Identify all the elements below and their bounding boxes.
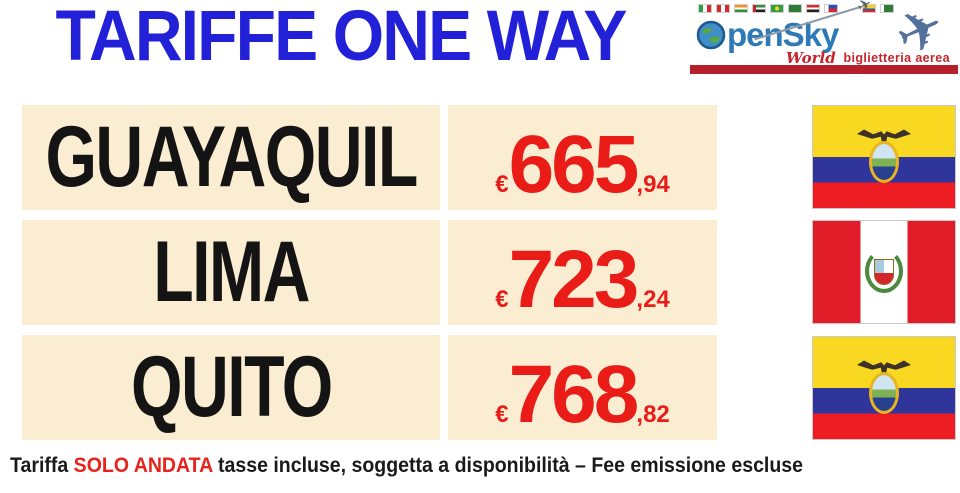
page-title: TARIFFE ONE WAY [55, 0, 627, 76]
destination-flag-peru [812, 220, 956, 324]
globe-icon [696, 20, 726, 50]
currency-symbol: € [495, 286, 509, 313]
fare-table: GUAYAQUIL €665,94 LIMA €723,24 QUITO €76… [22, 105, 717, 450]
brand-line: penSky [696, 16, 839, 54]
mini-flag [698, 4, 712, 13]
crest-icon [869, 371, 899, 414]
city-cell: QUITO [22, 335, 440, 440]
footer-suffix: tasse incluse, soggetta a disponibilità … [212, 454, 804, 477]
fare-row: QUITO €768,82 [22, 335, 717, 440]
price-decimals: ,94 [636, 171, 670, 198]
mini-flag [788, 4, 802, 13]
mini-flag [752, 4, 766, 13]
price-cell: €723,24 [448, 220, 717, 325]
price-decimals: ,24 [636, 286, 670, 313]
price-amount: 768 [508, 349, 640, 440]
city-label: LIMA [153, 224, 310, 320]
shield-icon [874, 258, 894, 285]
destination-flag-ecuador [812, 105, 956, 209]
fare-row: LIMA €723,24 [22, 220, 717, 325]
page-title-wrap: TARIFFE ONE WAY [28, 0, 653, 76]
price-cell: €768,82 [448, 335, 717, 440]
currency-symbol: € [495, 171, 509, 198]
mini-flag [716, 4, 730, 13]
crest-icon [869, 140, 899, 183]
fare-row: GUAYAQUIL €665,94 [22, 105, 717, 210]
footer-note: Tariffa SOLO ANDATA tasse incluse, sogge… [10, 454, 803, 478]
opensky-logo: penSky ✈ World ✈ biglietteria aerea [690, 0, 958, 82]
mini-flag [880, 4, 894, 13]
city-label: GUAYAQUIL [45, 109, 418, 205]
logo-tagline: biglietteria aerea [843, 51, 950, 65]
logo-red-bar [690, 65, 958, 74]
price-decimals: ,82 [636, 401, 670, 428]
city-cell: GUAYAQUIL [22, 105, 440, 210]
city-cell: LIMA [22, 220, 440, 325]
footer-prefix: Tariffa [10, 454, 74, 477]
mini-flag [806, 4, 820, 13]
price: €768,82 [495, 354, 670, 436]
price: €723,24 [495, 239, 670, 321]
mini-flag [770, 4, 784, 13]
mini-flag [862, 4, 876, 13]
price: €665,94 [495, 124, 670, 206]
mini-flag [734, 4, 748, 13]
footer-highlight: SOLO ANDATA [73, 454, 213, 477]
price-amount: 723 [508, 234, 640, 325]
brand-world-text: World [786, 49, 836, 67]
currency-symbol: € [495, 401, 509, 428]
price-amount: 665 [508, 119, 640, 210]
mini-flag [824, 4, 838, 13]
city-label: QUITO [130, 339, 333, 435]
wreath-icon [865, 248, 903, 293]
price-cell: €665,94 [448, 105, 717, 210]
mini-flags-row [698, 4, 894, 13]
destination-flag-ecuador [812, 336, 956, 440]
brand-text: penSky [727, 16, 839, 53]
